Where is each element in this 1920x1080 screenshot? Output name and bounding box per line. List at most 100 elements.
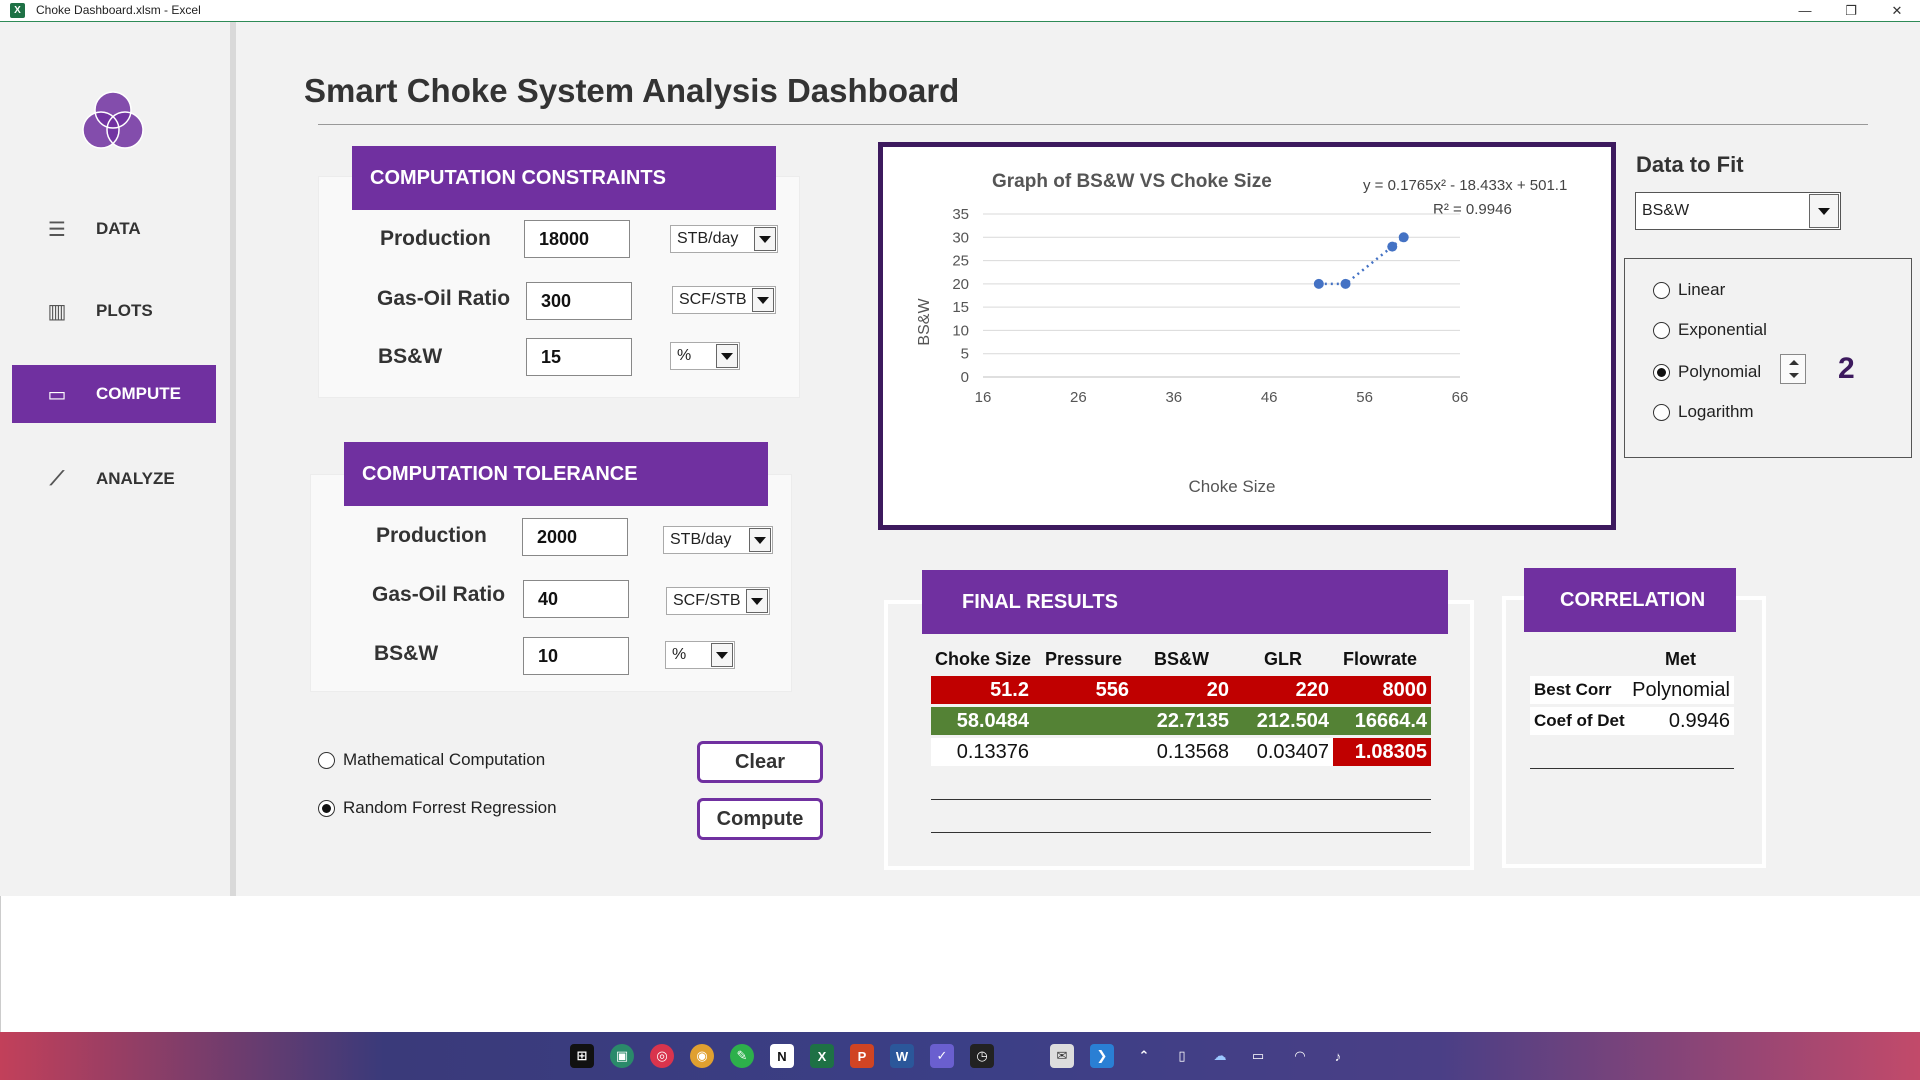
chevron-down-icon[interactable] [1809,194,1839,228]
nav-item-compute[interactable]: ▭ COMPUTE [12,365,216,423]
results-divider [931,832,1431,833]
spin-up-icon[interactable] [1789,360,1799,365]
results-cell[interactable] [1033,738,1133,766]
chevron-down-icon[interactable] [752,288,774,312]
chart-x-tick-label: 16 [975,389,992,406]
results-cell[interactable] [1033,707,1133,735]
nav-item-data[interactable]: ☰ DATA [12,200,216,258]
correlation-row-value[interactable]: Polynomial [1632,676,1734,704]
chart-points [1313,232,1409,289]
screen-icon[interactable]: ▣ [610,1044,634,1068]
chevron-down-icon[interactable] [749,528,771,552]
clock-icon[interactable]: ◷ [970,1044,994,1068]
tablet-icon[interactable]: ▯ [1178,1048,1186,1063]
tolerance-production-input[interactable]: 2000 [522,518,628,556]
tolerance-bsw-unit-select[interactable]: % [665,641,735,669]
chevron-down-icon[interactable] [716,344,738,368]
tolerance-production-label: Production [376,524,487,547]
excel-icon[interactable]: X [810,1044,834,1068]
results-cell[interactable]: 0.13568 [1133,738,1233,766]
fit-radio-polynomial[interactable]: Polynomial [1653,362,1761,382]
constraint-gor-unit-select[interactable]: SCF/STB [672,286,776,314]
bsw-vs-choke-chart: Graph of BS&W VS Choke Size y = 0.1765x²… [916,171,1567,496]
chrome-icon[interactable]: ◉ [690,1044,714,1068]
results-cell[interactable]: 1.08305 [1333,738,1431,766]
chart-r-squared: R² = 0.9946 [1433,201,1512,218]
chart-x-tick-label: 26 [1070,389,1087,406]
bar-chart-icon: ▥ [47,300,67,323]
nav-item-plots[interactable]: ▥ PLOTS [12,282,216,340]
minimize-button[interactable]: — [1798,3,1812,18]
fit-radio-linear[interactable]: Linear [1653,280,1725,300]
radio-circle[interactable] [318,751,335,769]
chart-tick-labels: 0 5 10 15 20 25 30 35 16 26 36 46 56 66 [952,206,1468,406]
correlation-row-label: Coef of Det [1530,707,1632,735]
constraint-bsw-unit-select[interactable]: % [670,342,740,370]
chevron-up-icon[interactable]: ⌃ [1138,1048,1150,1063]
method-radio-math[interactable]: Mathematical Computation [318,750,545,770]
constraint-production-input[interactable]: 18000 [524,220,630,258]
results-cell[interactable]: 220 [1233,676,1333,704]
tolerance-header: COMPUTATION TOLERANCE [344,442,768,506]
tolerance-gor-input[interactable]: 40 [523,580,629,618]
results-cell[interactable]: 20 [1133,676,1233,704]
taskbar: ⊞ ▣ ◎ ◉ ✎ N X P W ✓ ◷ ✉ ❯ ⌃ ▯ ☁ ▭ ◠ ♪ [0,1032,1920,1080]
results-cell[interactable]: 58.0484 [931,707,1033,735]
nav-item-label: COMPUTE [96,384,181,403]
checklist-icon[interactable]: ✓ [930,1044,954,1068]
target-icon[interactable]: ◎ [650,1044,674,1068]
constraint-production-unit-select[interactable]: STB/day [670,225,778,253]
results-cell[interactable]: 16664.4 [1333,707,1431,735]
radio-circle[interactable] [318,799,335,817]
cloud-icon[interactable]: ☁ [1213,1048,1227,1063]
radio-circle[interactable] [1653,321,1670,339]
results-cell[interactable]: 8000 [1333,676,1431,704]
restore-button[interactable]: ❐ [1845,3,1857,18]
compute-button[interactable]: Compute [697,798,823,840]
results-cell[interactable]: 0.13376 [931,738,1033,766]
data-to-fit-select[interactable]: BS&W [1635,192,1841,230]
word-icon[interactable]: W [890,1044,914,1068]
notion-icon[interactable]: N [770,1044,794,1068]
unit-value: STB/day [670,531,732,548]
chevron-down-icon[interactable] [754,227,776,251]
clear-button[interactable]: Clear [697,741,823,783]
radio-circle[interactable] [1653,403,1670,421]
tolerance-gor-unit-select[interactable]: SCF/STB [666,587,770,615]
correlation-row-value[interactable]: 0.9946 [1632,707,1734,735]
wifi-icon[interactable]: ◠ [1295,1048,1305,1063]
volume-icon[interactable]: ♪ [1334,1048,1342,1064]
results-cell[interactable]: 212.504 [1233,707,1333,735]
radio-circle[interactable] [1653,281,1670,299]
fit-radio-logarithm[interactable]: Logarithm [1653,402,1754,422]
fit-radio-exponential[interactable]: Exponential [1653,320,1767,340]
powerpoint-icon[interactable]: P [850,1044,874,1068]
results-cell[interactable]: 0.03407 [1233,738,1333,766]
nav-item-analyze[interactable]: ⟋ ANALYZE [12,450,216,508]
chevron-down-icon[interactable] [711,643,733,667]
degree-spinner[interactable] [1780,354,1806,384]
results-col-pressure: Pressure [1045,649,1123,669]
chart-frame: Graph of BS&W VS Choke Size y = 0.1765x²… [878,142,1616,530]
excel-icon: X [10,3,25,18]
results-cell[interactable]: 556 [1033,676,1133,704]
windows-start-icon[interactable]: ⊞ [570,1044,594,1068]
tolerance-bsw-input[interactable]: 10 [523,637,629,675]
tolerance-production-unit-select[interactable]: STB/day [663,526,773,554]
radio-circle[interactable] [1653,363,1670,381]
mail-icon[interactable]: ✉ [1050,1044,1074,1068]
unit-value: SCF/STB [673,592,741,609]
constraints-header: COMPUTATION CONSTRAINTS [352,146,776,210]
close-button[interactable]: ✕ [1891,3,1903,18]
results-cell[interactable]: 22.7135 [1133,707,1233,735]
battery-icon[interactable]: ▭ [1251,1048,1265,1063]
spin-down-icon[interactable] [1789,373,1799,378]
method-radio-random-forest[interactable]: Random Forrest Regression [318,798,557,818]
chevron-down-icon[interactable] [746,589,768,613]
constraint-bsw-input[interactable]: 15 [526,338,632,376]
constraint-gor-input[interactable]: 300 [526,282,632,320]
vscode-icon[interactable]: ❯ [1090,1044,1114,1068]
evernote-icon[interactable]: ✎ [730,1044,754,1068]
results-cell[interactable]: 51.2 [931,676,1033,704]
nav-item-label: DATA [96,219,141,238]
